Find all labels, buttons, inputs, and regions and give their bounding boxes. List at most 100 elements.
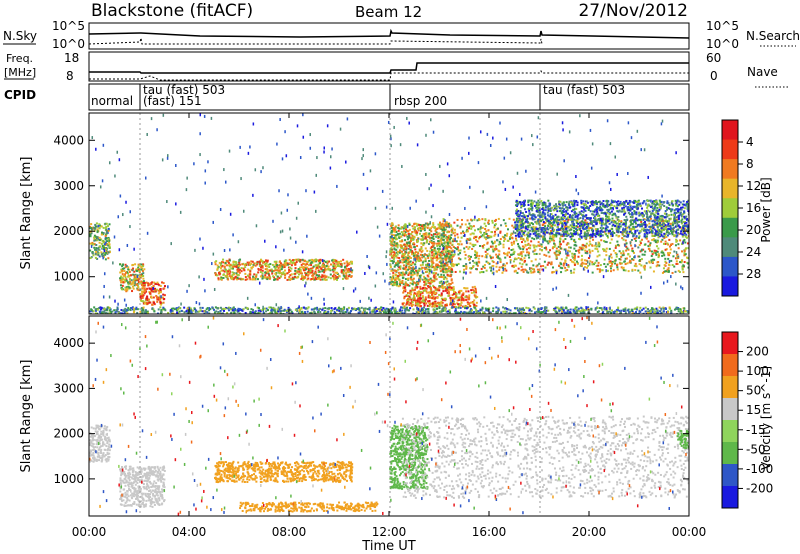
echo-cell: [389, 264, 392, 267]
echo-cell: [495, 228, 498, 231]
echo-cell: [657, 228, 660, 231]
echo-cell: [406, 263, 409, 266]
echo-cell: [463, 305, 466, 308]
echo-cell: [670, 229, 673, 232]
echo-cell: [318, 270, 321, 273]
echo-cell: [445, 221, 448, 224]
echo-cell: [671, 242, 674, 245]
echo-cell: [651, 200, 654, 203]
echo-cell: [584, 209, 587, 212]
echo-cell: [125, 278, 128, 281]
echo-cell: [286, 263, 289, 266]
echo-cell: [536, 229, 539, 232]
echo-cell: [419, 292, 422, 295]
echo-cell: [274, 269, 277, 272]
echo-cell: [585, 242, 588, 245]
echo-cell: [454, 247, 457, 250]
echo-cell: [394, 242, 397, 245]
echo-cell: [595, 259, 598, 262]
echo-cell: [562, 201, 565, 204]
echo-cell: [596, 248, 599, 251]
echo-cell: [95, 249, 98, 252]
echo-cell: [585, 246, 588, 249]
echo-cell: [418, 280, 421, 283]
echo-cell: [430, 249, 433, 252]
echo-cell: [399, 244, 402, 247]
echo-cell: [504, 252, 507, 255]
echo-cell: [242, 278, 245, 281]
echo-cell: [440, 273, 443, 276]
echo-cell: [485, 233, 488, 236]
echo-cell: [493, 224, 496, 227]
echo-cell: [418, 269, 421, 272]
echo-cell: [683, 238, 686, 241]
echo-cell: [451, 304, 454, 307]
echo-cell: [323, 274, 326, 277]
echo-cell: [158, 297, 161, 300]
echo-cell: [524, 208, 527, 211]
echo-cell: [434, 233, 437, 236]
echo-cell: [529, 270, 532, 273]
echo-cell: [93, 243, 96, 246]
echo-cell: [544, 209, 547, 212]
echo-cell: [219, 278, 222, 281]
echo-cell: [655, 245, 658, 248]
echo-cell: [95, 251, 98, 254]
echo-cell: [572, 271, 575, 274]
echo-cell: [585, 245, 588, 248]
echo-cell: [591, 244, 594, 247]
echo-cell: [420, 238, 423, 241]
echo-cell: [450, 225, 453, 228]
echo-cell: [442, 225, 445, 228]
echo-cell: [477, 228, 480, 231]
echo-cell: [288, 275, 291, 278]
echo-cell: [430, 246, 433, 249]
echo-cell: [433, 247, 436, 250]
echo-cell: [476, 251, 479, 254]
echo-cell: [598, 243, 601, 246]
echo-cell: [653, 258, 656, 261]
echo-cell: [430, 260, 433, 263]
echo-cell: [575, 225, 578, 228]
echo-cell: [334, 259, 337, 262]
echo-cell: [672, 230, 675, 233]
echo-cell: [508, 237, 511, 240]
echo-cell: [520, 241, 523, 244]
echo-cell: [548, 208, 551, 211]
echo-cell: [580, 254, 583, 257]
echo-cell: [452, 232, 455, 235]
echo-cell: [425, 264, 428, 267]
echo-cell: [669, 251, 672, 254]
echo-cell: [657, 231, 660, 234]
echo-cell: [420, 247, 423, 250]
echo-cell: [446, 283, 449, 286]
echo-cell: [147, 284, 150, 287]
echo-cell: [328, 268, 331, 271]
echo-cell: [534, 226, 537, 229]
echo-cell: [550, 239, 553, 242]
echo-cell: [570, 228, 573, 231]
echo-cell: [100, 231, 103, 234]
echo-cell: [130, 282, 133, 285]
echo-cell: [89, 235, 92, 238]
echo-cell: [569, 224, 572, 227]
echo-cell: [664, 260, 667, 263]
echo-cell: [447, 294, 450, 297]
echo-cell: [626, 262, 629, 265]
echo-cell: [615, 244, 618, 247]
echo-cell: [421, 295, 424, 298]
echo-cell: [432, 256, 435, 259]
echo-cell: [516, 211, 519, 214]
echo-cell: [651, 207, 654, 210]
echo-cell: [304, 263, 307, 266]
echo-cell: [96, 257, 99, 260]
echo-cell: [655, 209, 658, 212]
echo-cell: [520, 257, 523, 260]
echo-cell: [227, 261, 230, 264]
echo-cell: [444, 256, 447, 259]
echo-cell: [432, 292, 435, 295]
echo-cell: [566, 232, 569, 235]
echo-cell: [528, 235, 531, 238]
echo-cell: [547, 225, 550, 228]
echo-cell: [533, 246, 536, 249]
